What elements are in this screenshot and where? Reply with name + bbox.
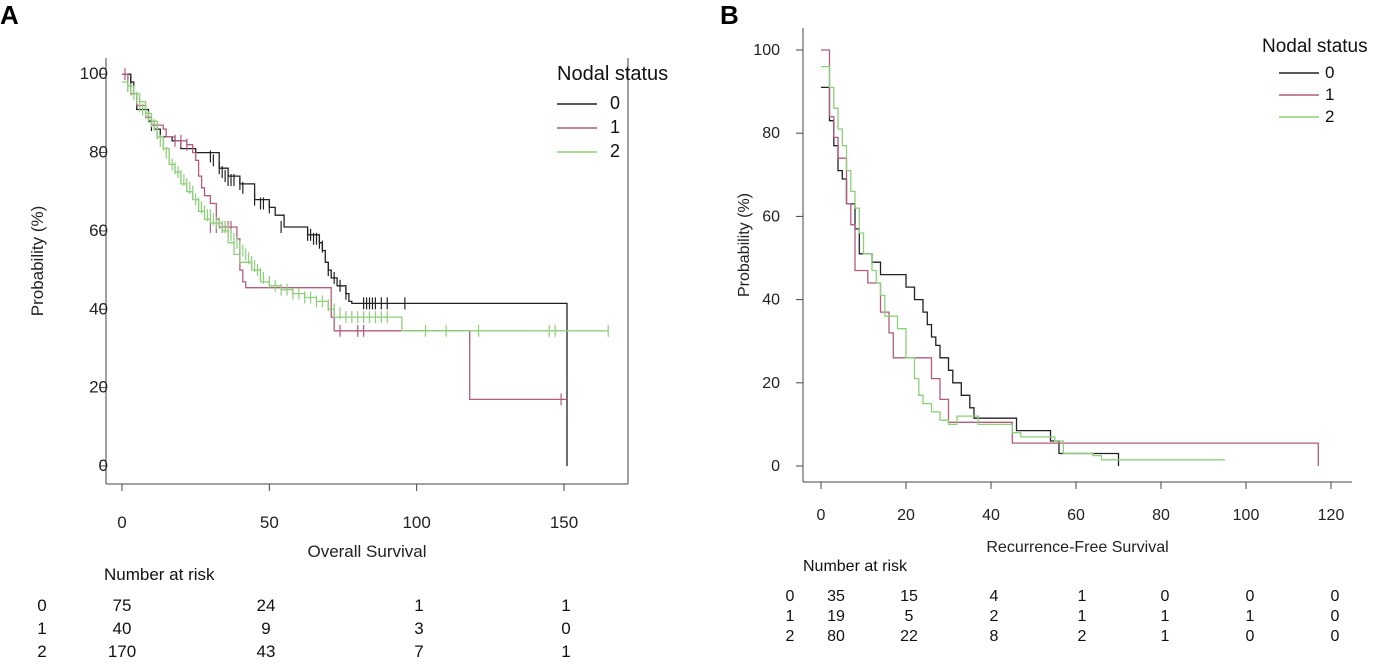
risk-value: 1 [561,596,570,615]
risk-value: 22 [900,628,918,645]
series-2 [122,79,609,337]
risk-row-label: 2 [37,642,46,661]
legend-label: 2 [610,141,620,161]
risk-value: 0 [561,619,570,638]
panel-label: A [0,0,19,30]
series-line [122,73,567,401]
legend: Nodal status 0 1 2 [1262,36,1368,126]
plot-frame [105,58,629,485]
y-tick-label: 20 [762,375,780,392]
risk-value: 1 [414,596,423,615]
risk-row-label: 0 [37,596,46,615]
series-2 [821,65,1225,461]
y-tick-label: 60 [762,208,780,225]
y-tick-label: 0 [99,456,108,475]
series-line [122,73,568,466]
risk-value: 170 [108,642,136,661]
risk-table: Number at risk 0 35 15 4 1 0 0 0 1 19 5 2 1 1 1 0 2 80 22 8 2… [786,558,1340,645]
series-line [821,49,1319,466]
risk-value: 35 [827,588,845,605]
series-line [821,86,1120,466]
x-tick-label: 100 [1233,507,1260,524]
risk-value: 2 [990,608,999,625]
y-tick-label: 40 [89,299,108,318]
risk-row-label: 0 [786,588,795,605]
risk-value: 19 [827,608,845,625]
y-tick-label: 100 [753,42,780,59]
risk-value: 8 [990,628,999,645]
x-tick-label: 50 [260,513,279,532]
risk-row-label: 1 [786,608,795,625]
y-tick-label: 80 [762,125,780,142]
x-tick-label: 40 [982,507,1000,524]
risk-value: 1 [1161,628,1170,645]
panel-label: B [720,0,739,30]
legend-title: Nodal status [557,63,668,85]
legend: Nodal status 0 1 2 [557,63,668,161]
y-tick-label: 100 [80,64,108,83]
x-tick-label: 60 [1067,507,1085,524]
series-0 [122,73,568,466]
x-axis-label: Recurrence-Free Survival [986,539,1168,556]
risk-value: 5 [905,608,914,625]
y-tick-label: 0 [771,458,780,475]
legend-label: 1 [610,117,620,137]
y-axis-label: Probability (%) [736,193,753,297]
risk-value: 15 [900,588,918,605]
risk-value: 9 [261,619,270,638]
risk-value: 2 [1078,628,1087,645]
risk-value: 1 [1161,608,1170,625]
risk-table-title: Number at risk [104,565,215,584]
risk-value: 4 [990,588,999,605]
series-1 [122,68,567,406]
risk-row-label: 2 [786,628,795,645]
x-tick-label: 0 [817,507,826,524]
x-tick-label: 80 [1152,507,1170,524]
x-tick-label: 20 [897,507,915,524]
risk-table: Number at risk 0 75 24 1 1 1 40 9 3 0 2 170 43 7 1 [37,565,570,661]
x-tick-label: 120 [1318,507,1345,524]
risk-value: 0 [1331,628,1340,645]
y-tick-label: 20 [89,378,108,397]
x-tick-label: 150 [550,513,578,532]
x-tick-label: 0 [117,513,126,532]
risk-value: 1 [1246,608,1255,625]
risk-value: 0 [1331,588,1340,605]
series-line [122,81,609,332]
legend-label: 2 [1325,107,1334,126]
risk-table-title: Number at risk [803,558,908,575]
series-0 [821,86,1120,466]
y-tick-label: 40 [762,292,780,309]
risk-value: 40 [113,619,132,638]
y-axis-label: Probability (%) [28,206,47,317]
risk-value: 3 [414,619,423,638]
risk-value: 75 [113,596,132,615]
risk-row-label: 1 [37,619,46,638]
legend-label: 0 [1325,63,1334,82]
series-line [821,65,1225,461]
plot-frame [802,28,1352,483]
legend-label: 0 [610,93,620,113]
risk-value: 0 [1331,608,1340,625]
risk-value: 1 [1078,588,1087,605]
y-tick-label: 60 [89,221,108,240]
risk-value: 0 [1246,588,1255,605]
legend-title: Nodal status [1262,36,1368,57]
risk-value: 0 [1161,588,1170,605]
risk-value: 1 [561,642,570,661]
risk-value: 43 [257,642,276,661]
risk-value: 24 [257,596,276,615]
risk-value: 7 [414,642,423,661]
y-tick-label: 80 [89,143,108,162]
risk-value: 1 [1078,608,1087,625]
series-1 [821,49,1319,466]
risk-value: 0 [1246,628,1255,645]
x-tick-label: 100 [402,513,430,532]
risk-value: 80 [827,628,845,645]
x-axis-label: Overall Survival [307,542,426,561]
legend-label: 1 [1325,85,1334,104]
